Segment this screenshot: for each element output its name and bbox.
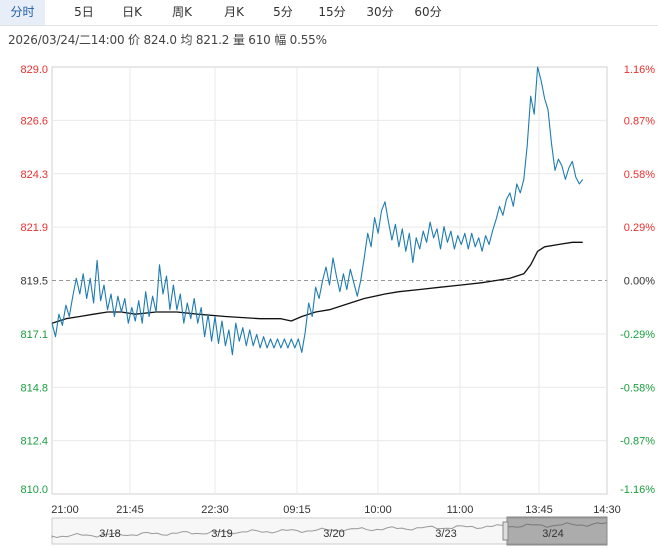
percent-tick-label: 0.00% xyxy=(624,276,655,288)
price-tick-label: 812.4 xyxy=(20,436,48,448)
time-tick-label: 21:45 xyxy=(116,504,144,516)
navigator-date-label: 3/18 xyxy=(99,528,120,540)
time-tick-label: 21:00 xyxy=(51,504,79,516)
percent-tick-label: 1.16% xyxy=(624,64,655,76)
price-value: 824.0 xyxy=(143,33,177,47)
navigator-date-label: 3/23 xyxy=(435,528,456,540)
navigator-track xyxy=(51,517,608,545)
change-label: 幅 xyxy=(274,33,287,47)
price-label: 价 xyxy=(128,33,140,47)
price-tick-label: 810.0 xyxy=(20,484,48,496)
tab-60min[interactable]: 60分 xyxy=(414,5,442,19)
price-tick-label: 821.9 xyxy=(20,222,48,234)
price-tick-label: 824.3 xyxy=(20,169,48,181)
percent-tick-label: -1.16% xyxy=(620,484,655,496)
time-tick-label: 11:00 xyxy=(447,504,474,516)
price-line xyxy=(51,66,584,356)
percent-tick-label: 0.87% xyxy=(624,115,655,127)
tab-5day[interactable]: 5日 xyxy=(74,5,94,19)
avg-price-line xyxy=(51,241,583,324)
time-tick-label: 09:15 xyxy=(283,504,311,516)
navigator-handle-left[interactable] xyxy=(502,521,509,541)
range-navigator[interactable]: 3/18 3/19 3/20 3/23 3/24 xyxy=(51,516,608,546)
change-value: 0.55% xyxy=(289,33,327,47)
time-tick-label: 14:30 xyxy=(593,504,621,516)
price-tick-label: 819.5 xyxy=(20,276,48,288)
time-tick-label: 10:00 xyxy=(364,504,392,516)
price-tick-label: 817.1 xyxy=(20,329,48,341)
avg-label: 均 xyxy=(180,33,193,47)
navigator-date-label: 3/24 xyxy=(542,528,563,540)
price-tick-label: 826.6 xyxy=(20,115,48,127)
tab-intraday[interactable]: 分时 xyxy=(0,0,45,25)
navigator-selection[interactable] xyxy=(506,516,608,546)
tab-weekly-k[interactable]: 周K xyxy=(172,5,192,19)
percent-tick-label: 0.58% xyxy=(624,169,655,181)
quote-datetime: 2026/03/24/二14:00 xyxy=(8,33,125,47)
tab-30min[interactable]: 30分 xyxy=(366,5,394,19)
price-tick-label: 829.0 xyxy=(20,64,48,76)
tab-15min[interactable]: 15分 xyxy=(318,5,346,19)
percent-tick-label: -0.58% xyxy=(620,382,655,394)
tab-monthly-k[interactable]: 月K xyxy=(224,5,244,19)
navigator-date-label: 3/19 xyxy=(211,528,232,540)
avg-value: 821.2 xyxy=(195,33,230,47)
time-tick-label: 22:30 xyxy=(201,504,229,516)
tab-5min[interactable]: 5分 xyxy=(273,5,293,19)
volume-label: 量 xyxy=(232,33,245,47)
quote-info-bar: 2026/03/24/二14:00 价 824.0 均 821.2 量 610 … xyxy=(8,31,327,48)
period-tabs: 分时 5日 日K 周K 月K 5分 15分 30分 60分 xyxy=(0,0,658,26)
volume-value: 610 xyxy=(248,33,271,47)
time-tick-label: 13:45 xyxy=(525,504,553,516)
navigator-price-line xyxy=(51,522,608,539)
percent-tick-label: -0.29% xyxy=(620,329,655,341)
price-tick-label: 814.8 xyxy=(20,382,48,394)
navigator-date-label: 3/20 xyxy=(323,528,344,540)
percent-tick-label: -0.87% xyxy=(620,436,655,448)
tab-daily-k[interactable]: 日K xyxy=(122,5,142,19)
percent-tick-label: 0.29% xyxy=(624,222,655,234)
